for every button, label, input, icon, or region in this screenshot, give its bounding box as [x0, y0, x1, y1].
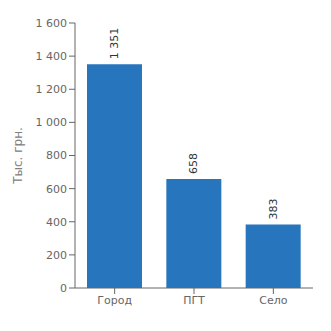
svg-text:Город: Город [97, 294, 132, 307]
svg-text:ПГТ: ПГТ [183, 294, 205, 307]
svg-text:0: 0 [60, 282, 67, 295]
svg-text:Тыс. грн.: Тыс. грн. [11, 127, 25, 185]
svg-text:1 351: 1 351 [108, 28, 121, 60]
svg-text:600: 600 [46, 183, 67, 196]
svg-text:400: 400 [46, 216, 67, 229]
svg-text:658: 658 [187, 153, 200, 174]
svg-text:1 000: 1 000 [36, 116, 68, 129]
svg-text:383: 383 [267, 199, 280, 220]
svg-text:Село: Село [259, 294, 287, 307]
svg-text:200: 200 [46, 249, 67, 262]
svg-text:800: 800 [46, 149, 67, 162]
svg-text:1 200: 1 200 [36, 83, 68, 96]
svg-text:1 400: 1 400 [36, 50, 68, 63]
svg-text:1 600: 1 600 [36, 17, 68, 30]
